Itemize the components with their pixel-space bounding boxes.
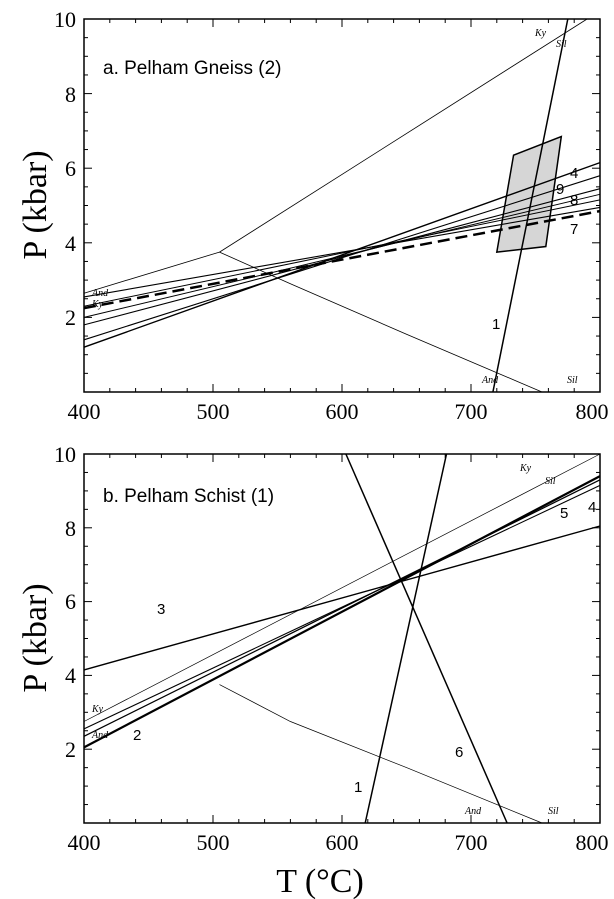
panel-a-x-tick-800: 800 xyxy=(576,399,609,424)
panel-a-series-line-unlabeled-9 xyxy=(83,251,220,294)
panel-b-y-tick-10: 10 xyxy=(54,442,76,467)
panel-a-label-sil-top: Sil xyxy=(556,39,567,50)
panel-a-series-line-9 xyxy=(83,175,601,341)
panel-b-y-axis-title: P (kbar) xyxy=(17,583,54,692)
panel-a-series-line-1 xyxy=(492,18,569,393)
panel-b-label-ky-top: Ky xyxy=(519,463,532,474)
panel-b-x-tick-700: 700 xyxy=(455,830,488,855)
panel-b-series-line-unlabeled-7 xyxy=(219,684,543,824)
panel-b-label-and-left: And xyxy=(91,730,109,741)
panel-a-lines xyxy=(83,18,601,393)
panel-b-ticks xyxy=(83,453,601,824)
panel-b-x-axis-title: T (°C) xyxy=(276,863,364,899)
panel-a-label-ky-left: And xyxy=(91,288,109,299)
panel-a-field xyxy=(495,135,563,253)
panel-b-frame xyxy=(83,453,601,824)
panel-a-y-axis-title: P (kbar) xyxy=(17,150,54,259)
panel-a-curve-label-4: 4 xyxy=(570,165,578,182)
panel-a-series-line-8 xyxy=(83,188,601,326)
panel-a-series-line-unlabeled-5 xyxy=(83,209,601,310)
panel-b-x-tick-500: 500 xyxy=(197,830,230,855)
panel-a-y-tick-4: 4 xyxy=(65,231,76,256)
panel-b-series-line-2 xyxy=(83,475,601,749)
panel-b-y-tick-8: 8 xyxy=(65,516,76,541)
panel-b-label-sil-top: Sil xyxy=(545,476,556,487)
panel-b-x-tick-600: 600 xyxy=(326,830,359,855)
panel-a-series-line-7 xyxy=(83,206,601,298)
panel-b-series-line-5 xyxy=(83,484,601,730)
panel-b-y-tick-4: 4 xyxy=(65,663,76,688)
panel-a-y-tick-10: 10 xyxy=(54,7,76,32)
panel-b-series-line-3 xyxy=(83,525,601,671)
panel-a-y-tick-2: 2 xyxy=(65,305,76,330)
panel-b-curve-label-4: 4 xyxy=(588,499,596,516)
panel-a-x-tick-700: 700 xyxy=(455,399,488,424)
panel-b-x-tick-800: 800 xyxy=(576,830,609,855)
panel-b-curve-label-6: 6 xyxy=(455,744,463,761)
panel-b-series-line-1 xyxy=(364,453,448,824)
panel-a-label-sil-bottom: Sil xyxy=(567,375,578,386)
panel-a-y-tick-8: 8 xyxy=(65,82,76,107)
panel-b-label-ky-left: Ky xyxy=(91,704,104,715)
panel-a-series-line-4 xyxy=(83,161,601,348)
panel-b-curve-label-3: 3 xyxy=(157,601,165,618)
panel-b-y-tick-6: 6 xyxy=(65,589,76,614)
panel-a-curve-label-9: 9 xyxy=(556,181,564,198)
panel-b-label-sil-bottom: Sil xyxy=(548,806,559,817)
panel-a-pt-field xyxy=(495,135,563,253)
panel-a-series-line-unlabeled-7 xyxy=(83,193,601,318)
panel-b-curve-label-5: 5 xyxy=(560,505,568,522)
panel-b-series-line-unlabeled-6 xyxy=(83,453,601,722)
panel-b: b. Pelham Schist (1) 10 8 6 4 2 400 500 … xyxy=(17,442,609,899)
panel-a: a. Pelham Gneiss (2) 10 8 6 4 2 400 500 … xyxy=(17,7,609,424)
panel-b-series-line-4 xyxy=(83,479,601,737)
panel-b-curve-label-2: 2 xyxy=(133,727,141,744)
panel-a-series-line-unlabeled-8 xyxy=(219,18,588,253)
panel-a-x-tick-600: 600 xyxy=(326,399,359,424)
panel-b-title: b. Pelham Schist (1) xyxy=(103,486,274,507)
panel-a-title: a. Pelham Gneiss (2) xyxy=(103,58,281,79)
panel-a-curve-label-1: 1 xyxy=(492,316,500,333)
panel-a-curve-label-7: 7 xyxy=(570,221,578,238)
panel-a-label-ky-top: Ky xyxy=(534,28,547,39)
panel-a-label-and-left: Ky xyxy=(91,299,104,310)
panel-b-lines xyxy=(83,453,601,824)
panel-b-label-and-bottom: And xyxy=(464,806,482,817)
panel-b-series-line-6 xyxy=(345,453,508,824)
panel-a-x-tick-400: 400 xyxy=(68,399,101,424)
panel-a-curve-label-8: 8 xyxy=(570,192,578,209)
panel-a-series-line-unlabeled-6 xyxy=(83,199,601,307)
panel-a-x-tick-500: 500 xyxy=(197,399,230,424)
panel-a-y-tick-6: 6 xyxy=(65,156,76,181)
panel-b-x-tick-400: 400 xyxy=(68,830,101,855)
panel-a-series-line-unlabeled-10 xyxy=(219,251,543,393)
panel-a-label-and-bottom: And xyxy=(481,375,499,386)
panel-b-y-tick-2: 2 xyxy=(65,737,76,762)
panel-a-ticks xyxy=(83,18,601,393)
panel-b-curve-label-1: 1 xyxy=(354,779,362,796)
